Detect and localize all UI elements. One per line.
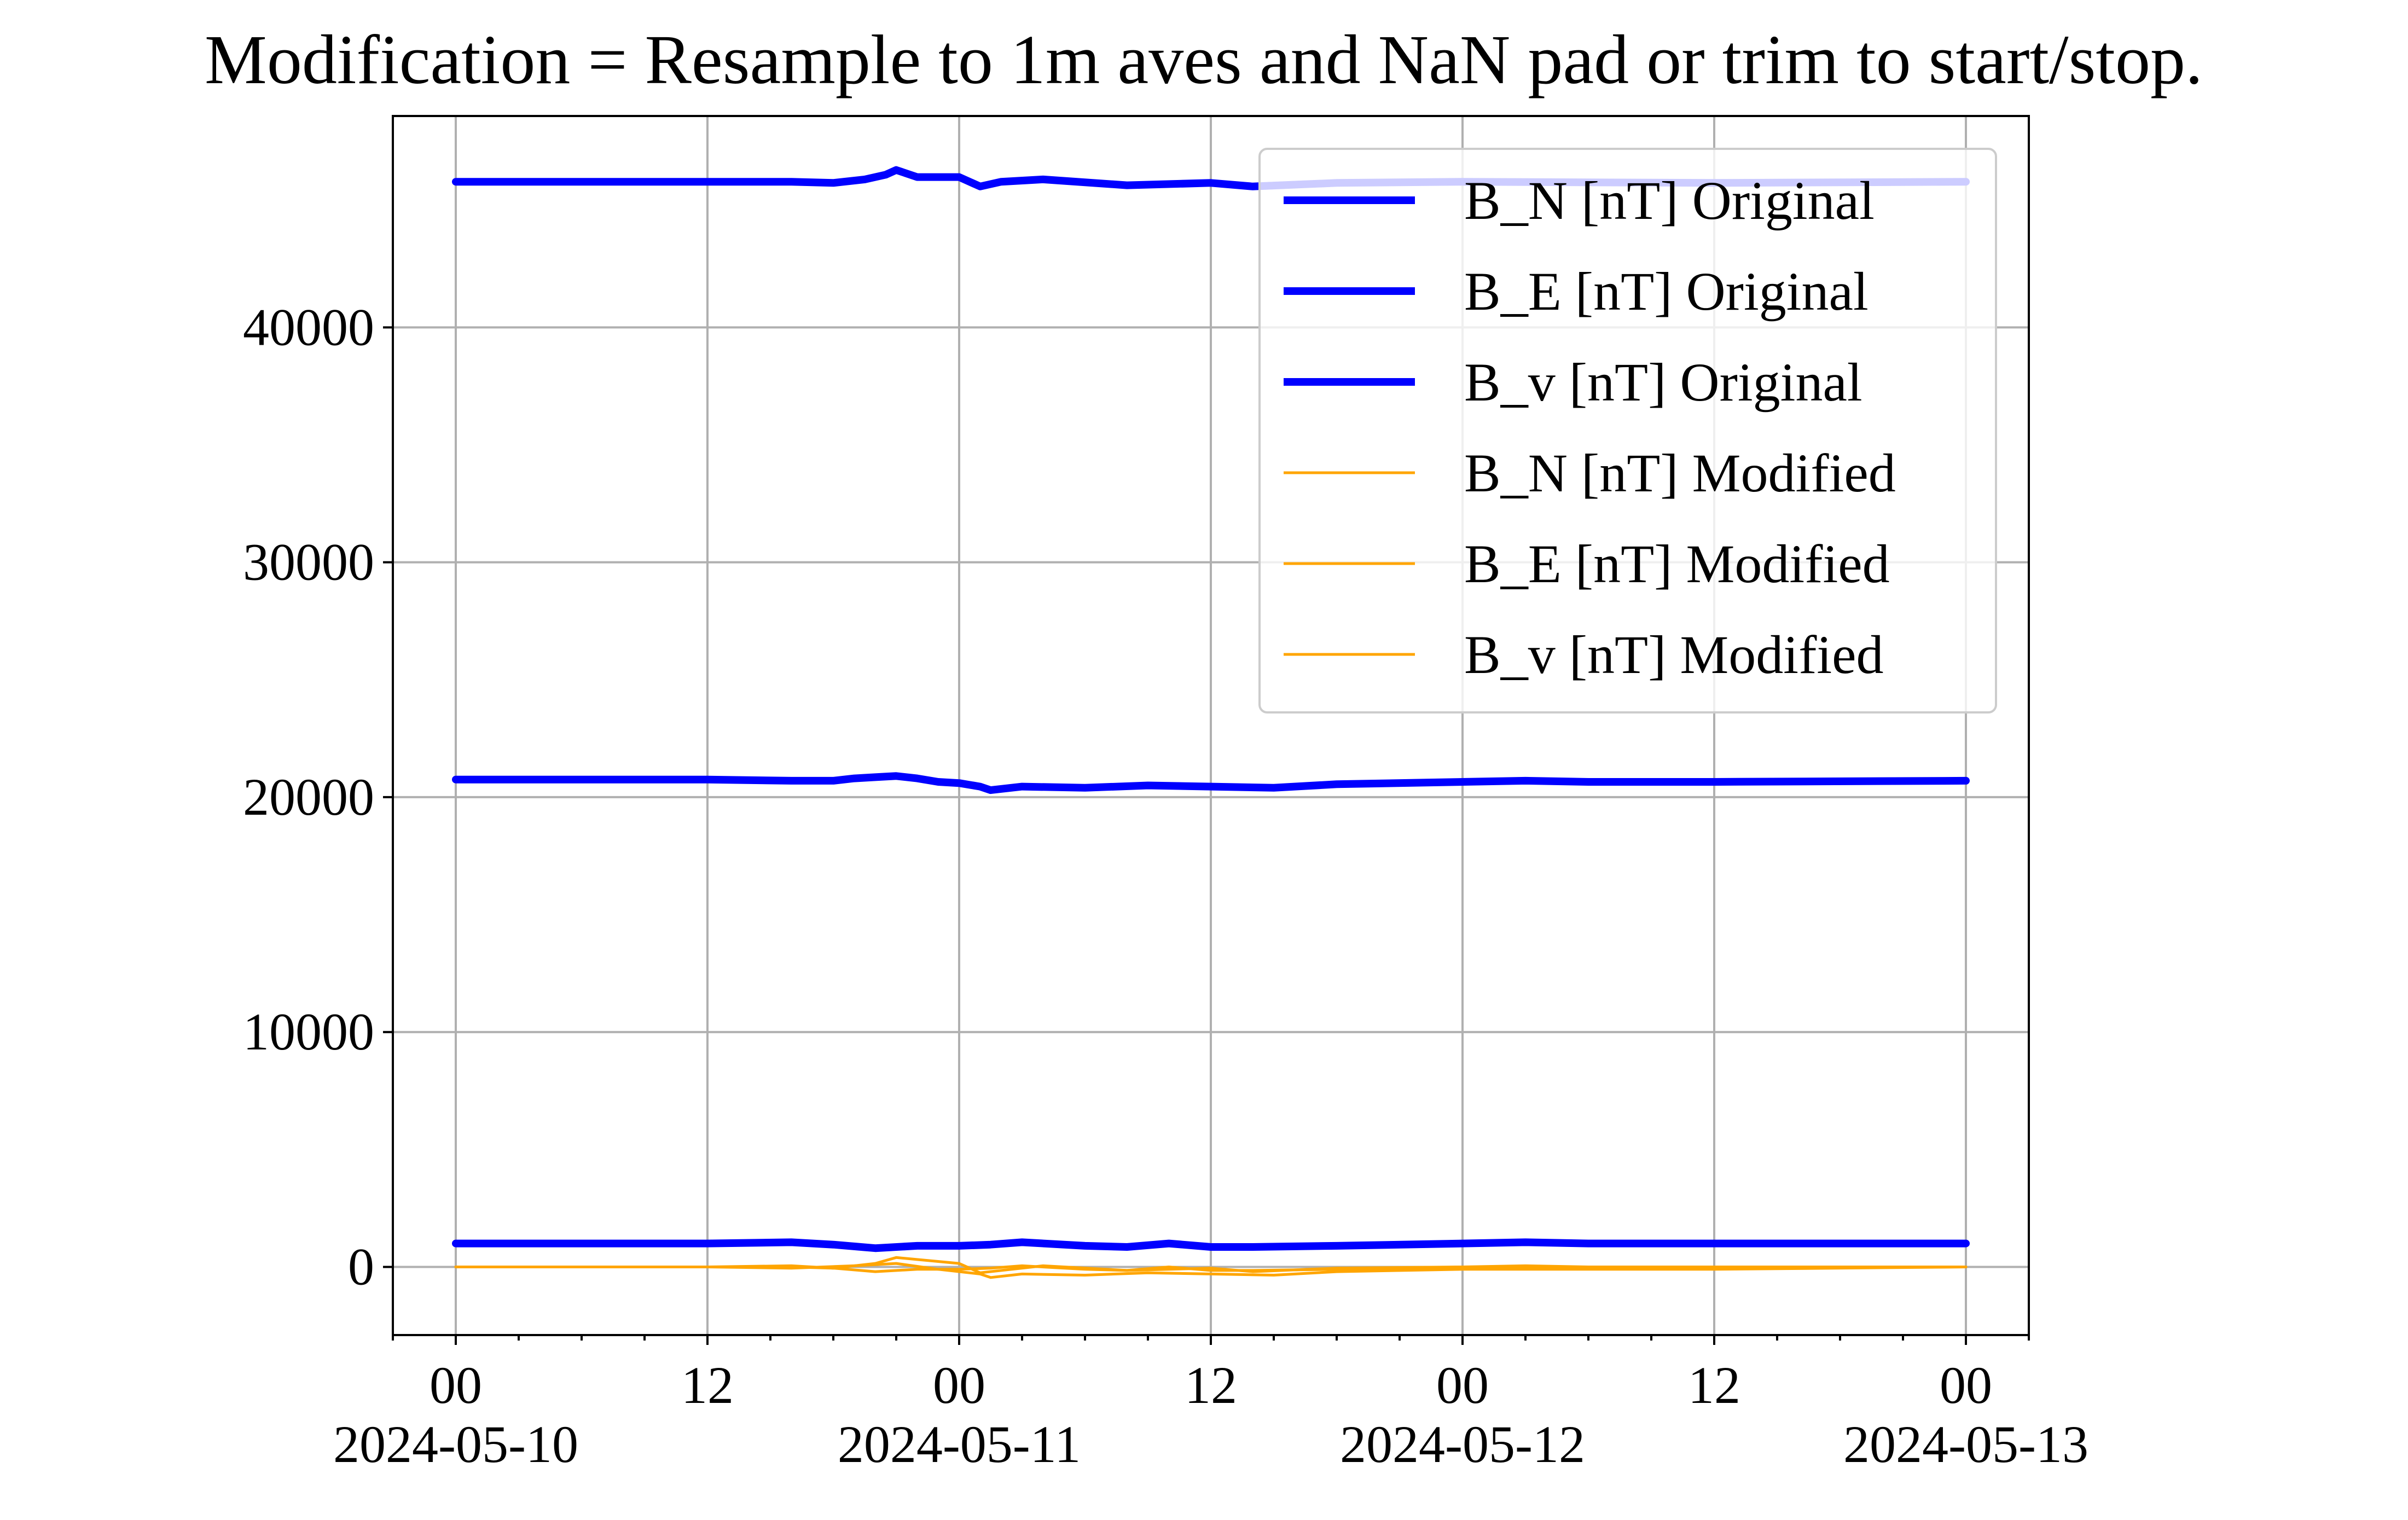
y-tick-label: 40000 xyxy=(243,298,374,356)
legend-label: B_v [nT] Modified xyxy=(1464,624,1884,685)
series-line-b-e-nt-original xyxy=(452,772,1970,794)
axes-frame xyxy=(392,115,2030,1336)
chart-title: Modification = Resample to 1m aves and N… xyxy=(205,21,2203,98)
legend-label: B_N [nT] Original xyxy=(1464,170,1875,231)
x-tick-label-hour: 00 xyxy=(1436,1356,1489,1414)
legend-label: B_N [nT] Modified xyxy=(1464,443,1896,503)
x-tick-label-hour: 12 xyxy=(1185,1356,1237,1414)
x-tick-label-hour: 00 xyxy=(430,1356,482,1414)
legend-label: B_E [nT] Original xyxy=(1464,261,1869,322)
x-tick-label-date: 2024-05-10 xyxy=(333,1415,578,1473)
legend: B_N [nT] Original B_E [nT] Original B_v [n… xyxy=(1258,148,1997,713)
x-tick-label-date: 2024-05-13 xyxy=(1843,1415,2088,1473)
legend-label: B_v [nT] Original xyxy=(1464,352,1862,413)
series-line-b-v-nt-modified xyxy=(454,1264,1968,1273)
series-line-b-e-nt-modified xyxy=(454,1262,1968,1279)
x-tick-label-hour: 12 xyxy=(1688,1356,1740,1414)
x-tick-label-date: 2024-05-12 xyxy=(1340,1415,1585,1473)
series-line-b-v-nt-original xyxy=(452,1238,1970,1252)
x-tick-label-hour: 00 xyxy=(1940,1356,1992,1414)
legend-label: B_E [nT] Modified xyxy=(1464,533,1890,594)
x-tick-label-hour: 00 xyxy=(933,1356,985,1414)
y-tick-label: 0 xyxy=(348,1238,374,1296)
y-tick-label: 10000 xyxy=(243,1002,374,1061)
x-tick-label-hour: 12 xyxy=(681,1356,734,1414)
x-tick-label-date: 2024-05-11 xyxy=(838,1415,1081,1473)
y-tick-label: 30000 xyxy=(243,533,374,591)
legend-box xyxy=(1258,148,1997,713)
y-tick-label: 20000 xyxy=(243,768,374,826)
